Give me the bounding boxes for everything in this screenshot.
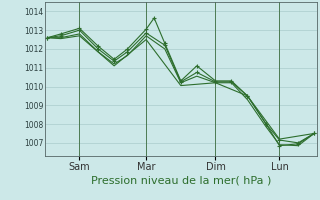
X-axis label: Pression niveau de la mer( hPa ): Pression niveau de la mer( hPa ) — [91, 176, 271, 186]
